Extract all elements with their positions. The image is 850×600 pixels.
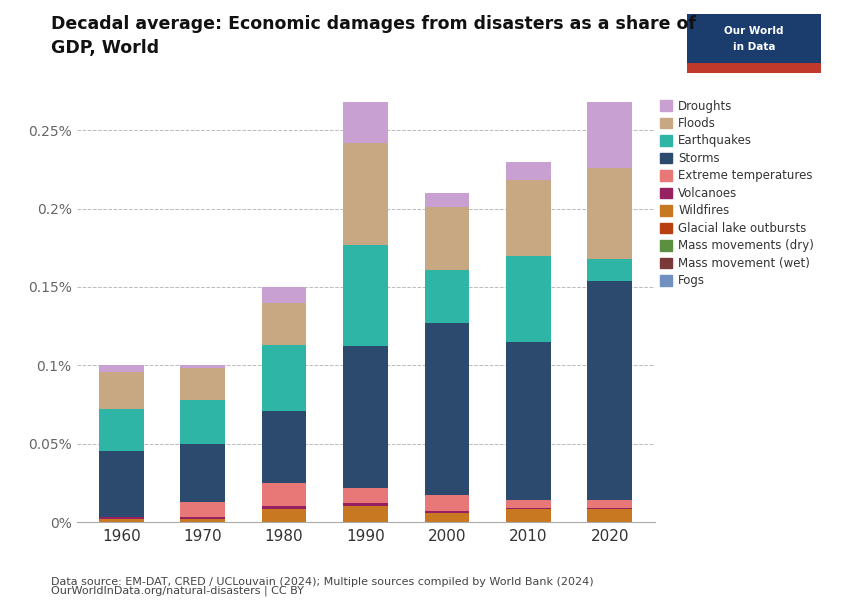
Bar — [180, 400, 225, 443]
Legend: Droughts, Floods, Earthquakes, Storms, Extreme temperatures, Volcanoes, Wildfire: Droughts, Floods, Earthquakes, Storms, E… — [660, 100, 814, 287]
Bar — [343, 506, 388, 522]
Bar — [343, 245, 388, 346]
Bar — [343, 488, 388, 503]
Bar — [180, 519, 225, 522]
Bar — [506, 181, 551, 256]
Bar — [262, 345, 307, 411]
Bar — [587, 259, 632, 281]
Bar — [262, 411, 307, 483]
Bar — [506, 161, 551, 181]
Bar — [587, 168, 632, 259]
Bar — [587, 508, 632, 509]
Bar — [262, 287, 307, 302]
Bar — [424, 323, 469, 496]
Bar — [687, 62, 821, 73]
Bar — [180, 517, 225, 519]
Text: Data source: EM-DAT, CRED / UCLouvain (2024); Multiple sources compiled by World: Data source: EM-DAT, CRED / UCLouvain (2… — [51, 577, 593, 587]
Bar — [587, 52, 632, 168]
Bar — [99, 365, 144, 371]
Bar — [262, 302, 307, 345]
Bar — [180, 368, 225, 400]
Text: in Data: in Data — [733, 43, 775, 52]
Bar — [424, 207, 469, 269]
Bar — [180, 502, 225, 517]
Bar — [343, 143, 388, 245]
Bar — [424, 496, 469, 511]
Bar — [587, 281, 632, 500]
Bar — [262, 483, 307, 506]
Bar — [587, 509, 632, 522]
Bar — [424, 193, 469, 207]
Bar — [99, 451, 144, 517]
Bar — [424, 511, 469, 512]
Bar — [343, 0, 388, 143]
Bar — [506, 342, 551, 500]
Bar — [506, 256, 551, 342]
Bar — [506, 509, 551, 522]
Text: Decadal average: Economic damages from disasters as a share of: Decadal average: Economic damages from d… — [51, 15, 696, 33]
Bar — [180, 443, 225, 502]
Bar — [424, 269, 469, 323]
Bar — [587, 500, 632, 508]
Bar — [343, 346, 388, 488]
Bar — [506, 508, 551, 509]
Text: Our World: Our World — [724, 26, 784, 36]
Bar — [343, 503, 388, 506]
Text: GDP, World: GDP, World — [51, 39, 159, 57]
Text: OurWorldInData.org/natural-disasters | CC BY: OurWorldInData.org/natural-disasters | C… — [51, 586, 304, 596]
Bar — [99, 517, 144, 519]
Bar — [506, 500, 551, 508]
Bar — [424, 512, 469, 522]
Bar — [262, 506, 307, 509]
Bar — [99, 519, 144, 522]
Bar — [99, 371, 144, 409]
Bar — [262, 509, 307, 522]
Bar — [180, 365, 225, 368]
Bar — [99, 409, 144, 451]
Bar — [687, 14, 821, 62]
